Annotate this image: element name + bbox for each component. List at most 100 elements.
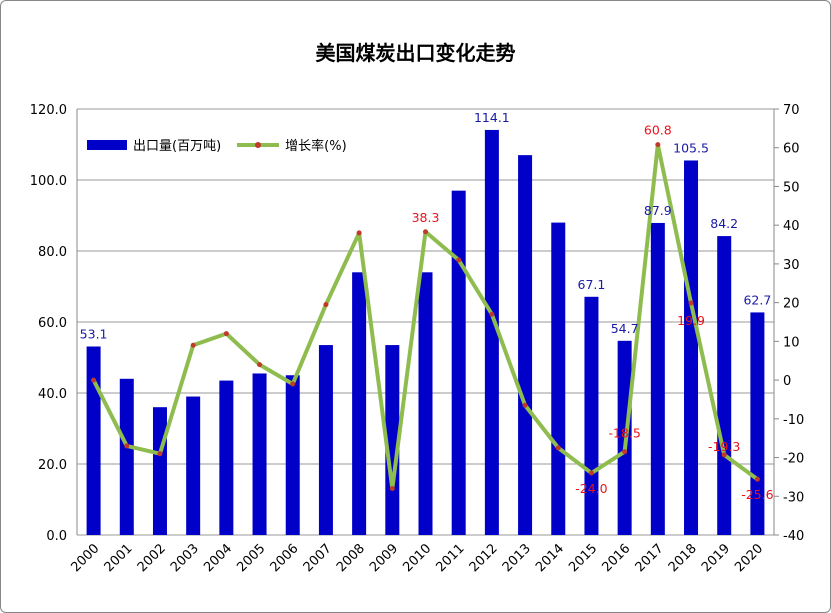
bar-data-label: 62.7: [743, 292, 771, 307]
x-tick-label: 2004: [201, 541, 235, 575]
x-tick-label: 2000: [68, 541, 102, 575]
bar: [285, 375, 300, 535]
bar: [119, 378, 134, 535]
line-marker: [223, 331, 229, 337]
x-tick-label: 2005: [234, 541, 268, 575]
bar: [584, 296, 599, 535]
line-marker: [356, 230, 362, 236]
bar-data-label: 114.1: [474, 110, 510, 125]
bar: [750, 312, 765, 535]
legend-label-line: 增长率(%): [285, 139, 347, 154]
x-tick-label: 2020: [732, 541, 766, 575]
x-tick-label: 2003: [168, 541, 202, 575]
line-marker: [124, 443, 130, 449]
line-data-label: 60.8: [644, 123, 672, 138]
bar: [418, 272, 433, 535]
legend: 出口量(百万吨) 增长率(%): [87, 135, 347, 154]
y-right-tick-label: 0: [783, 374, 791, 389]
y-left-tick-label: 20.0: [38, 458, 67, 473]
x-tick-label: 2014: [533, 541, 567, 575]
x-tick-label: 2008: [334, 541, 368, 575]
bar: [451, 190, 466, 535]
line-marker: [190, 342, 196, 348]
y-right-tick-label: 60: [783, 142, 800, 157]
line-data-label: -25.6: [741, 487, 773, 502]
x-tick-label: 2019: [699, 541, 733, 575]
y-right-tick-label: 40: [783, 219, 800, 234]
y-right-tick-label: 30: [783, 258, 800, 273]
x-tick-label: 2011: [434, 541, 468, 575]
x-tick-label: 2013: [500, 541, 534, 575]
x-tick-label: 2015: [566, 541, 600, 575]
line-marker: [688, 300, 694, 306]
x-tick-label: 2006: [268, 541, 302, 575]
x-tick-label: 2012: [467, 541, 501, 575]
line-data-label: 38.3: [412, 210, 440, 225]
bar: [717, 236, 732, 535]
y-left-tick-label: 100.0: [30, 174, 67, 189]
line-marker: [423, 229, 428, 235]
x-tick-label: 2001: [102, 541, 136, 575]
legend-label-bar: 出口量(百万吨): [133, 139, 222, 154]
bar: [219, 380, 234, 535]
bar: [86, 346, 101, 535]
bar-data-label: 67.1: [578, 277, 606, 292]
x-tick-label: 2007: [301, 541, 335, 575]
legend-swatch-line: [237, 141, 280, 148]
line-data-label: -18.5: [608, 426, 640, 441]
x-tick-label: 2016: [599, 541, 633, 575]
x-tick-label: 2018: [666, 541, 700, 575]
bar-data-label: 54.7: [611, 321, 639, 336]
line-marker: [622, 449, 628, 455]
line-marker: [257, 362, 263, 368]
bar-data-label: 105.5: [673, 140, 709, 155]
bar: [152, 407, 167, 535]
x-tick-label: 2009: [367, 541, 401, 575]
line-marker: [489, 311, 495, 317]
y-right-tick-label: 70: [783, 103, 800, 118]
line-data-label: -19.3: [708, 439, 740, 454]
y-right-tick-label: 20: [783, 297, 800, 312]
y-right-tick-label: -30: [783, 490, 804, 505]
y-left-tick-label: 0.0: [46, 529, 67, 544]
x-tick-label: 2002: [135, 541, 169, 575]
bar: [186, 396, 201, 535]
line-data-label: -24.0: [575, 481, 607, 496]
line-marker: [323, 302, 329, 308]
y-left-tick-label: 120.0: [30, 103, 67, 118]
legend-swatch-bar: [87, 139, 127, 150]
y-left-tick-label: 80.0: [38, 245, 67, 260]
line-marker: [655, 142, 661, 148]
x-tick-label: 2017: [633, 541, 667, 575]
y-left-tick-label: 60.0: [38, 316, 67, 331]
line-marker: [522, 402, 528, 408]
line-marker: [754, 476, 760, 482]
x-tick-label: 2010: [400, 541, 434, 575]
y-right-tick-label: -10: [783, 413, 804, 428]
bar: [684, 160, 699, 535]
y-right-tick-label: 10: [783, 335, 800, 350]
bar-data-label: 53.1: [80, 326, 108, 341]
line-marker: [157, 451, 163, 457]
chart-title: 美国煤炭出口变化走势: [315, 41, 516, 65]
bar: [650, 222, 665, 535]
line-marker: [456, 257, 462, 263]
bar-data-label: 84.2: [710, 216, 738, 231]
line-marker: [389, 486, 395, 492]
y-left-tick-label: 40.0: [38, 387, 67, 402]
line-marker: [588, 470, 594, 476]
line-data-label: 19.9: [677, 313, 705, 328]
bar: [385, 345, 400, 535]
bar: [518, 155, 533, 535]
line-marker: [555, 445, 561, 451]
bar: [252, 373, 267, 535]
line-marker: [721, 452, 727, 458]
bar-data-label: 87.9: [644, 203, 672, 218]
y-right-tick-label: -20: [783, 452, 804, 467]
y-right-tick-label: 50: [783, 180, 800, 195]
y-right-tick-label: -40: [783, 529, 804, 544]
line-marker: [91, 377, 97, 383]
bar: [318, 345, 333, 535]
